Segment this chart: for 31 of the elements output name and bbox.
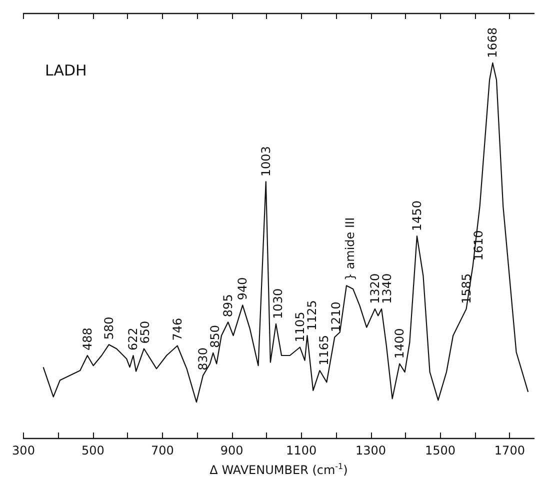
annotation: 1165 xyxy=(316,334,331,366)
annotation: 1400 xyxy=(392,328,407,359)
annotation: 650 xyxy=(138,320,152,344)
x-tick-label: 900 xyxy=(220,444,244,458)
annotation: 622 xyxy=(126,328,140,351)
x-tick-label: 1700 xyxy=(494,444,525,458)
annotation: 830 xyxy=(196,348,210,370)
x-tick-label: 1100 xyxy=(286,444,317,458)
annotation: } amide III xyxy=(342,217,357,281)
x-tick-label: 1500 xyxy=(424,444,456,458)
x-tick-label: 700 xyxy=(150,444,174,458)
annotation: 1668 xyxy=(486,27,500,58)
x-tick-label: 500 xyxy=(82,444,104,458)
annotation: 1340 xyxy=(380,273,394,304)
annotation: 1003 xyxy=(258,146,273,177)
x-tick-label: 300 xyxy=(12,444,35,458)
annotation: 1610 xyxy=(471,230,486,261)
annotation: 1105 xyxy=(292,312,307,342)
x-tick-label: 1300 xyxy=(356,444,386,458)
annotation: 850 xyxy=(208,324,222,348)
annotation: 1320 xyxy=(368,273,382,304)
annotation: 488 xyxy=(80,328,94,351)
annotation: 746 xyxy=(170,318,184,341)
annotation: 940 xyxy=(236,277,250,300)
annotation: 1125 xyxy=(304,300,319,331)
annotation: 580 xyxy=(102,316,116,340)
chart-title: LADH xyxy=(45,62,87,80)
annotation: 1450 xyxy=(410,200,424,232)
annotation: 895 xyxy=(221,294,236,318)
annotation: 1210 xyxy=(328,302,343,332)
annotation: 1030 xyxy=(270,288,285,319)
